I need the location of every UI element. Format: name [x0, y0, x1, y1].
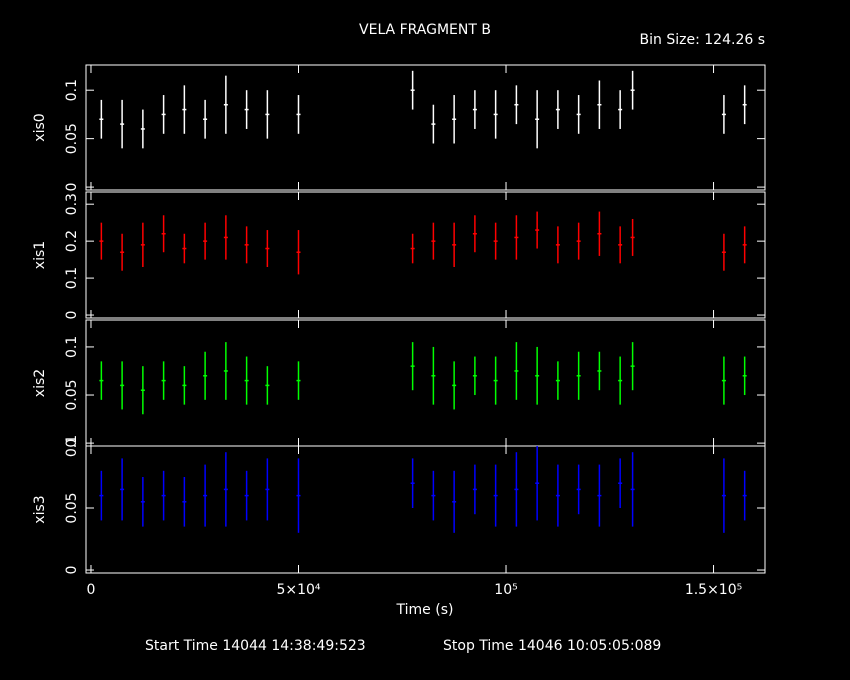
y-tick-label: 0.1	[64, 435, 80, 457]
x-tick-label: 1.5×10⁵	[685, 582, 742, 598]
panel-frame	[85, 64, 766, 191]
y-tick-label: 0	[64, 311, 80, 320]
x-tick-label: 10⁵	[494, 582, 517, 598]
y-axis-label: xis0	[32, 113, 48, 141]
start-time: Start Time 14044 14:38:49:523	[145, 638, 366, 654]
y-tick-label: 0	[64, 183, 80, 192]
x-axis-label: Time (s)	[396, 602, 454, 618]
stop-time: Stop Time 14046 10:05:05:089	[443, 638, 661, 654]
y-tick-label: 0.1	[64, 336, 80, 358]
panel-frame	[85, 319, 766, 447]
y-tick-label: 0	[64, 439, 80, 448]
y-tick-label: 0.05	[64, 379, 80, 410]
panel-frame	[85, 191, 766, 319]
y-axis-label: xis3	[32, 495, 48, 523]
y-axis-label: xis2	[32, 369, 48, 397]
bin-size: Bin Size: 124.26 s	[640, 32, 765, 48]
panel-frame	[85, 445, 766, 574]
chart-title: VELA FRAGMENT B	[359, 22, 491, 38]
y-tick-label: 0.1	[64, 79, 80, 101]
y-tick-label: 0	[64, 566, 80, 575]
y-tick-label: 0.3	[64, 193, 80, 215]
x-tick-label: 0	[87, 582, 96, 598]
y-tick-label: 0.05	[64, 492, 80, 523]
y-tick-label: 0.1	[64, 267, 80, 289]
y-axis-label: xis1	[32, 241, 48, 269]
y-tick-label: 0.2	[64, 230, 80, 252]
y-tick-label: 0.05	[64, 123, 80, 154]
x-tick-label: 5×10⁴	[276, 582, 320, 598]
